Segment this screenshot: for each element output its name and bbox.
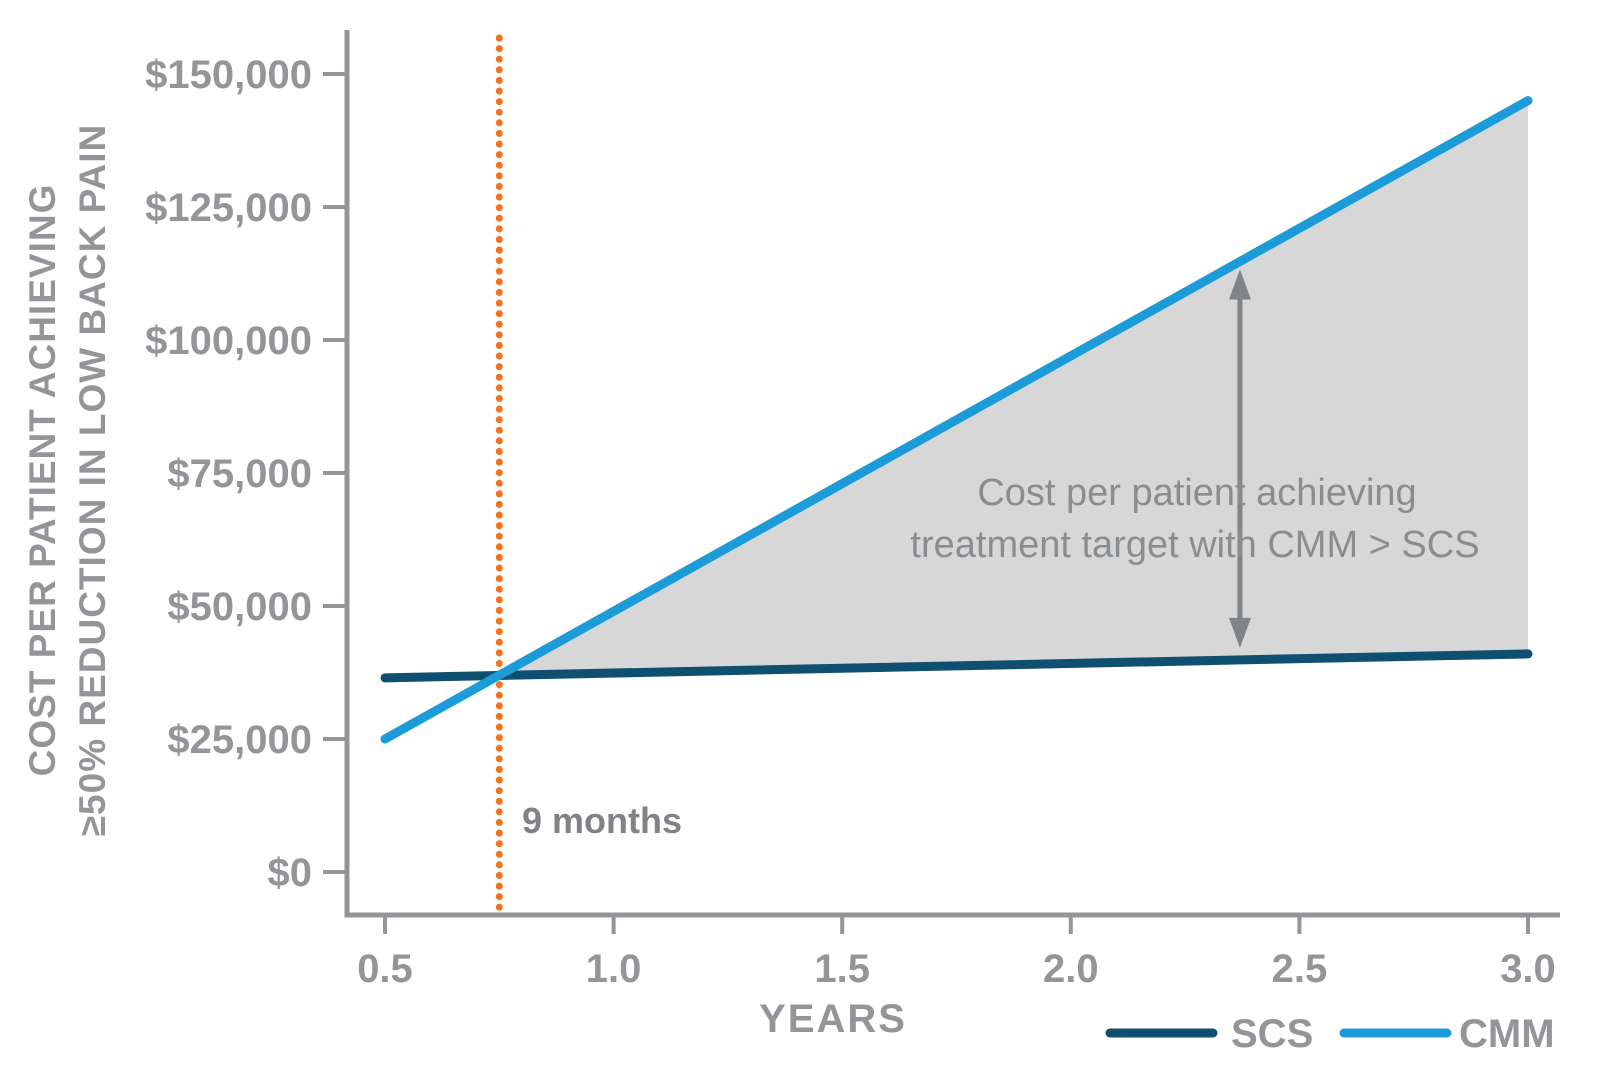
annotation-line-1: Cost per patient achieving [977,472,1416,514]
y-axis-title-line-1: COST PER PATIENT ACHIEVING [22,184,63,777]
x-tick-label: 1.5 [814,947,870,991]
y-tick-label: $50,000 [167,585,312,629]
legend: SCS CMM [1105,1012,1555,1056]
arrow-head-up [1228,269,1251,300]
arrow-head-down [1228,617,1251,648]
x-tick-marks [383,917,1530,934]
x-tick-labels: 0.5 1.0 1.5 2.0 2.5 3.0 [357,947,1556,991]
y-tick-label: $0 [268,851,313,895]
legend-cmm-label: CMM [1459,1012,1555,1056]
x-tick-label: 1.0 [586,947,642,991]
series-lines [380,96,1533,744]
series-line-scs [380,649,1533,683]
nine-months-label: 9 months [522,800,682,841]
y-tick-label: $25,000 [167,718,312,762]
x-axis-title: YEARS [759,997,907,1041]
x-tick-label: 2.0 [1043,947,1099,991]
y-tick-labels: $0 $25,000 $50,000 $75,000 $100,000 $125,000 $… [145,53,312,895]
x-tick-label: 3.0 [1500,947,1556,991]
y-tick-marks [323,72,345,874]
y-tick-label: $75,000 [167,452,312,496]
legend-scs-label: SCS [1231,1012,1313,1056]
y-axis-title-line-2: ≥50% REDUCTION IN LOW BACK PAIN [72,124,113,837]
annotation-line-2: treatment target with CMM > SCS [910,524,1479,566]
difference-arrow [1228,269,1251,648]
y-tick-label: $125,000 [145,186,312,230]
y-tick-label: $150,000 [145,53,312,97]
x-tick-label: 2.5 [1272,947,1328,991]
x-tick-label: 0.5 [357,947,413,991]
series-line-cmm [380,96,1533,744]
y-tick-label: $100,000 [145,319,312,363]
